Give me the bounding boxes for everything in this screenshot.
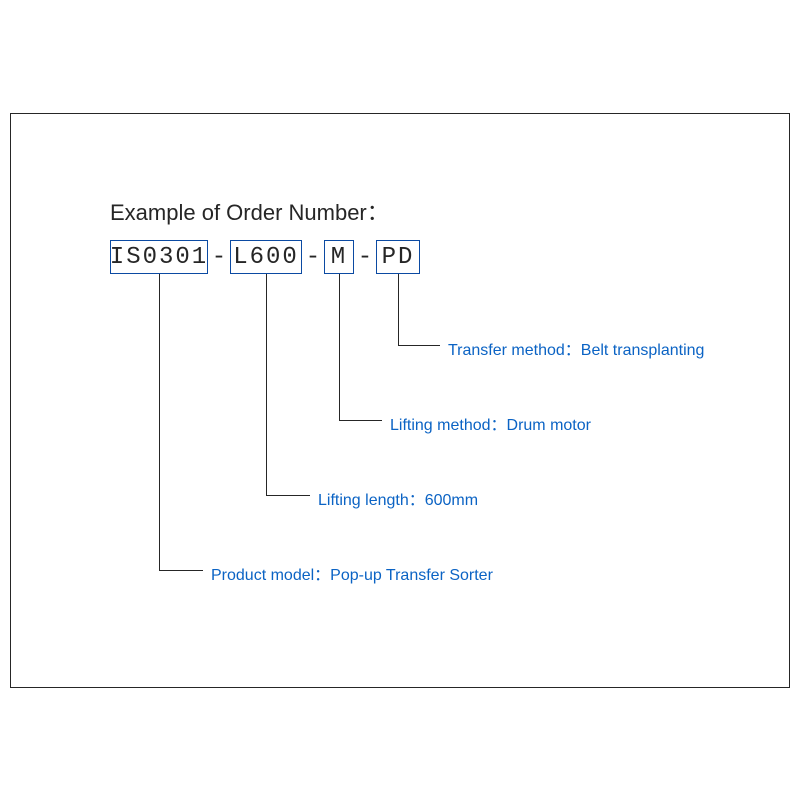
separator-dash: - — [302, 240, 324, 274]
callout-label: Transfer method：Belt transplanting — [448, 336, 704, 360]
callout-label: Lifting length：600mm — [318, 486, 478, 510]
leader-horizontal — [159, 570, 203, 571]
leader-vertical — [266, 274, 267, 495]
diagram-title: Example of Order Number： — [110, 195, 389, 227]
callout-label: Product model：Pop-up Transfer Sorter — [211, 561, 493, 585]
code-segment-p4: PD — [376, 240, 420, 274]
leader-horizontal — [266, 495, 310, 496]
leader-vertical — [339, 274, 340, 420]
leader-horizontal — [339, 420, 382, 421]
separator-dash: - — [354, 240, 376, 274]
leader-vertical — [398, 274, 399, 345]
code-segment-p3: M — [324, 240, 354, 274]
leader-vertical — [159, 274, 160, 570]
callout-label: Lifting method：Drum motor — [390, 411, 591, 435]
code-segment-p1: IS0301 — [110, 240, 208, 274]
code-segment-p2: L600 — [230, 240, 302, 274]
leader-horizontal — [398, 345, 440, 346]
separator-dash: - — [208, 240, 230, 274]
